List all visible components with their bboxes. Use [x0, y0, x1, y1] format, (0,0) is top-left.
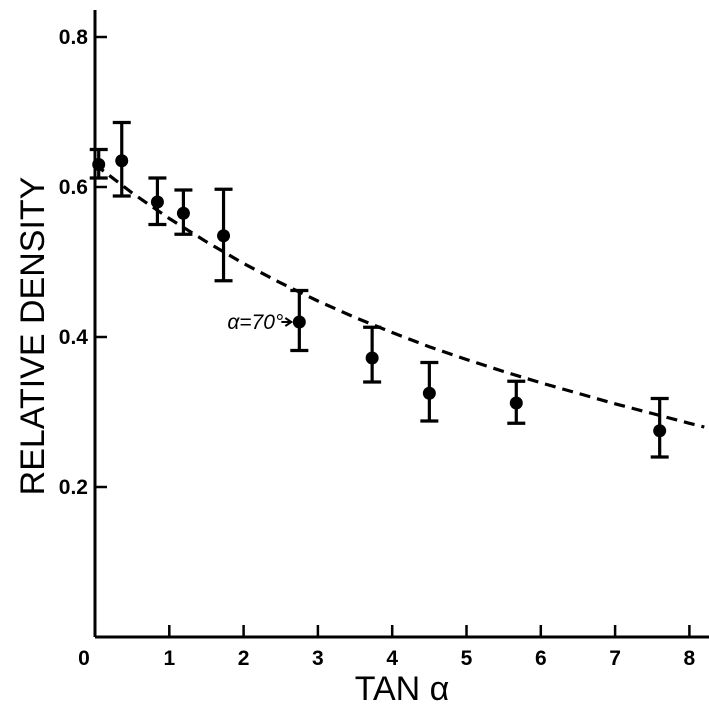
- data-point: [509, 396, 523, 410]
- fit-curve-dashed: [94, 163, 705, 429]
- data-point: [176, 206, 190, 220]
- y-ticks: 0.2 0.4 0.6 0.8: [59, 26, 107, 499]
- data-point-group: [650, 396, 669, 459]
- x-tick-label: 6: [535, 647, 547, 670]
- data-point-group: [507, 379, 526, 425]
- data-point-group: [420, 360, 439, 423]
- annotation-layer: α=70°: [227, 311, 294, 334]
- x-ticks: 0 1 2 3 4 5 6 7 8: [78, 625, 696, 670]
- x-tick-label: 8: [684, 647, 696, 670]
- data-points: [89, 120, 669, 459]
- data-point-group: [148, 176, 167, 227]
- x-axis-title: TAN α: [355, 670, 450, 707]
- data-point-group: [89, 147, 108, 180]
- x-tick-label: 5: [461, 647, 473, 670]
- data-point-group: [290, 288, 309, 353]
- y-tick-label: 0.4: [59, 326, 89, 349]
- data-point: [292, 315, 306, 329]
- data-point: [150, 195, 164, 209]
- data-point: [365, 351, 379, 365]
- axes: [93, 10, 709, 639]
- data-point-group: [174, 188, 193, 236]
- fit-curve-layer: [94, 163, 705, 429]
- annotation-alpha-70: α=70°: [227, 311, 283, 334]
- data-point-group: [363, 325, 382, 384]
- y-axis-title: RELATIVE DENSITY: [14, 177, 52, 496]
- y-tick-label: 0.8: [59, 26, 89, 49]
- x-tick-label: 2: [238, 647, 250, 670]
- data-point: [653, 424, 667, 438]
- annotation-arrow: [281, 317, 294, 327]
- data-point-group: [112, 120, 131, 198]
- data-point: [422, 386, 436, 400]
- data-point: [92, 158, 106, 171]
- data-point-group: [214, 187, 233, 283]
- x-tick-label: 0: [78, 647, 90, 670]
- y-tick-label: 0.2: [59, 476, 88, 499]
- y-tick-label: 0.6: [59, 176, 88, 199]
- x-tick-label: 4: [386, 647, 398, 670]
- data-point: [217, 229, 231, 243]
- data-point: [115, 154, 129, 168]
- x-tick-label: 1: [163, 647, 175, 670]
- x-tick-label: 3: [312, 647, 324, 670]
- x-tick-label: 7: [609, 647, 621, 670]
